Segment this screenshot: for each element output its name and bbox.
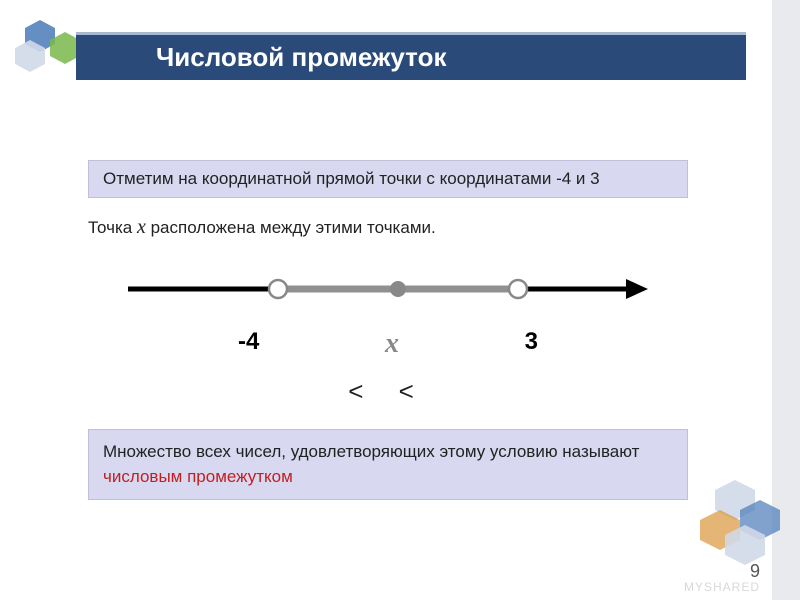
desc-post: расположена между этими точками.: [146, 218, 436, 237]
description-line: Точка x расположена между этими точками.: [88, 216, 688, 239]
hex-decoration-bottom-right: [685, 480, 785, 570]
def-term: числовым промежутком: [103, 467, 293, 486]
intro-box: Отметим на координатной прямой точки с к…: [88, 160, 688, 198]
def-pre: Множество всех чисел, удовлетворяющих эт…: [103, 442, 639, 461]
number-line: -4 x 3: [108, 267, 668, 360]
desc-pre: Точка: [88, 218, 137, 237]
inequality-row: < <: [88, 376, 688, 407]
slide-title: Числовой промежуток: [156, 42, 446, 73]
label-x: x: [385, 328, 399, 360]
watermark: MYSHARED: [684, 580, 760, 594]
label-3: 3: [525, 328, 538, 360]
content-area: Отметим на координатной прямой точки с к…: [88, 160, 688, 500]
label-minus4: -4: [238, 328, 259, 360]
definition-box: Множество всех чисел, удовлетворяющих эт…: [88, 429, 688, 500]
axis-labels: -4 x 3: [238, 328, 538, 360]
page-number: 9: [750, 561, 760, 582]
number-line-svg: [108, 267, 668, 317]
title-bar: Числовой промежуток: [76, 32, 746, 80]
desc-var-x: x: [137, 216, 146, 238]
